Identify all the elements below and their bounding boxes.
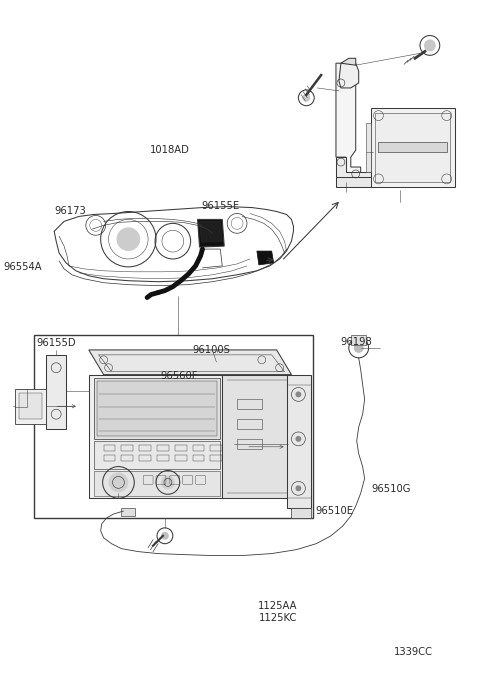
Polygon shape [287, 375, 311, 508]
Bar [192, 445, 204, 451]
Bar [237, 419, 262, 429]
Bar [157, 445, 169, 451]
Polygon shape [46, 355, 66, 429]
Bar [175, 445, 187, 451]
Text: 96155D: 96155D [36, 338, 76, 348]
Polygon shape [378, 142, 447, 152]
Polygon shape [336, 157, 371, 180]
Bar [175, 455, 187, 460]
Polygon shape [200, 222, 222, 242]
Polygon shape [257, 251, 274, 265]
Polygon shape [89, 350, 291, 375]
Circle shape [424, 40, 436, 51]
Circle shape [117, 227, 140, 251]
Polygon shape [121, 508, 135, 516]
Polygon shape [336, 177, 375, 187]
Bar [157, 455, 169, 460]
Text: 1125KC: 1125KC [258, 613, 297, 623]
Circle shape [161, 532, 169, 540]
Text: 96554A: 96554A [3, 262, 42, 272]
Circle shape [161, 475, 175, 489]
Text: 96510G: 96510G [372, 484, 411, 495]
Bar [192, 455, 204, 460]
Bar [121, 455, 133, 460]
Bar [104, 455, 116, 460]
Text: 96173: 96173 [54, 206, 85, 216]
Polygon shape [341, 58, 356, 65]
Text: 96560F: 96560F [161, 370, 198, 381]
Circle shape [295, 392, 301, 397]
Circle shape [295, 486, 301, 491]
Polygon shape [19, 393, 42, 419]
Polygon shape [366, 123, 371, 172]
Bar [121, 445, 133, 451]
Bar [237, 399, 262, 410]
Polygon shape [198, 220, 224, 247]
Text: 96198: 96198 [340, 337, 372, 346]
Polygon shape [89, 375, 222, 498]
Bar [35, 335, 313, 518]
Text: 96155E: 96155E [202, 201, 240, 211]
Polygon shape [15, 390, 46, 424]
Text: 96100S: 96100S [192, 345, 230, 355]
Text: 96510E: 96510E [315, 506, 354, 516]
Text: 1339CC: 1339CC [394, 647, 433, 657]
Polygon shape [222, 375, 291, 498]
Polygon shape [351, 335, 366, 345]
Text: 1018AD: 1018AD [150, 145, 190, 155]
Bar [104, 445, 116, 451]
Bar [210, 455, 222, 460]
Text: 1125AA: 1125AA [258, 601, 298, 611]
Circle shape [108, 473, 128, 493]
Polygon shape [94, 377, 220, 439]
Circle shape [302, 94, 310, 102]
Polygon shape [94, 471, 220, 496]
Polygon shape [94, 441, 220, 469]
Polygon shape [291, 508, 311, 518]
Bar [139, 455, 151, 460]
Circle shape [354, 343, 364, 353]
Polygon shape [339, 63, 359, 88]
Polygon shape [375, 113, 450, 182]
Polygon shape [336, 63, 360, 177]
Bar [210, 445, 222, 451]
Polygon shape [371, 108, 455, 187]
Bar [237, 439, 262, 449]
Circle shape [295, 436, 301, 442]
Bar [139, 445, 151, 451]
Polygon shape [96, 381, 217, 436]
